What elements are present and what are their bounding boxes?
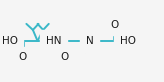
Text: N: N (86, 36, 94, 46)
Text: O: O (19, 52, 27, 62)
Text: HN: HN (46, 36, 61, 46)
Text: HO: HO (120, 36, 136, 46)
Text: O: O (61, 52, 69, 62)
Text: O: O (111, 20, 119, 30)
Text: HO: HO (2, 36, 18, 46)
